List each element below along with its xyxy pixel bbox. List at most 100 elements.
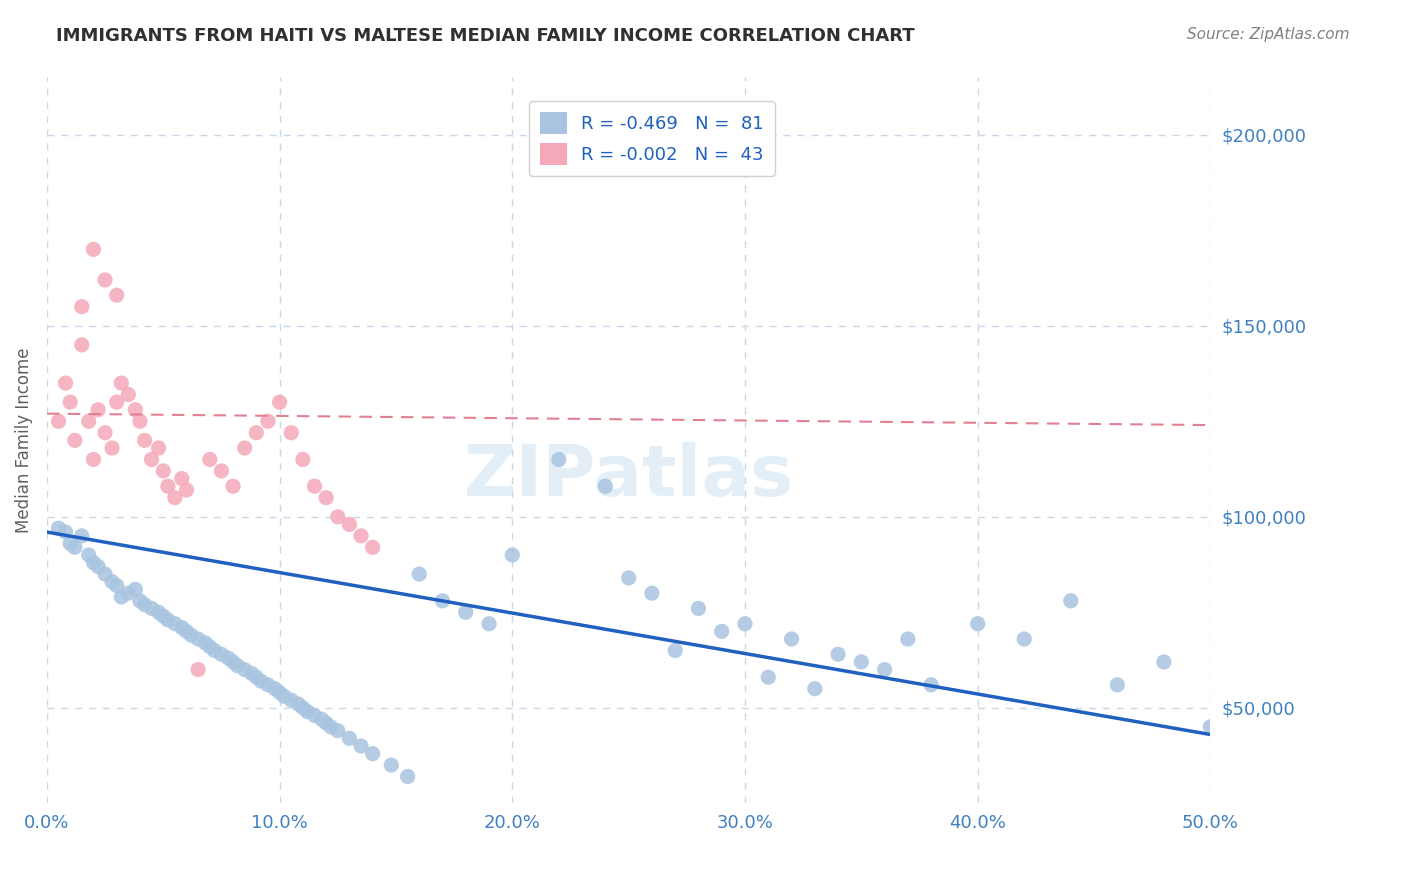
Point	[339, 517, 361, 532]
Point	[291, 700, 314, 714]
Point	[63, 434, 86, 448]
Point	[141, 452, 163, 467]
Point	[87, 402, 110, 417]
Point	[304, 708, 326, 723]
Point	[264, 681, 287, 696]
Point	[110, 376, 132, 390]
Legend: R = -0.469   N =  81, R = -0.002   N =  43: R = -0.469 N = 81, R = -0.002 N = 43	[529, 101, 775, 176]
Point	[110, 590, 132, 604]
Point	[454, 605, 477, 619]
Point	[710, 624, 733, 639]
Point	[664, 643, 686, 657]
Point	[70, 338, 93, 352]
Point	[280, 425, 302, 440]
Point	[1107, 678, 1129, 692]
Point	[152, 609, 174, 624]
Point	[257, 678, 280, 692]
Point	[361, 541, 384, 555]
Point	[350, 739, 373, 753]
Point	[77, 548, 100, 562]
Point	[124, 582, 146, 597]
Point	[180, 628, 202, 642]
Point	[315, 716, 337, 731]
Point	[198, 640, 221, 654]
Point	[156, 479, 179, 493]
Point	[117, 387, 139, 401]
Point	[339, 731, 361, 746]
Point	[250, 673, 273, 688]
Point	[101, 574, 124, 589]
Point	[233, 663, 256, 677]
Point	[94, 273, 117, 287]
Point	[897, 632, 920, 646]
Point	[59, 536, 82, 550]
Text: ZIPatlas: ZIPatlas	[464, 442, 794, 511]
Point	[70, 529, 93, 543]
Point	[48, 414, 70, 428]
Point	[129, 594, 152, 608]
Point	[55, 376, 77, 390]
Point	[209, 648, 232, 662]
Point	[222, 655, 245, 669]
Point	[287, 697, 309, 711]
Point	[82, 243, 104, 257]
Point	[163, 616, 186, 631]
Point	[280, 693, 302, 707]
Point	[641, 586, 664, 600]
Point	[501, 548, 523, 562]
Point	[194, 636, 217, 650]
Point	[380, 758, 402, 772]
Point	[204, 643, 226, 657]
Point	[297, 705, 319, 719]
Point	[432, 594, 454, 608]
Point	[547, 452, 569, 467]
Point	[873, 663, 896, 677]
Point	[226, 658, 249, 673]
Point	[269, 685, 291, 699]
Point	[101, 441, 124, 455]
Point	[105, 288, 128, 302]
Point	[124, 402, 146, 417]
Point	[688, 601, 710, 615]
Point	[156, 613, 179, 627]
Point	[134, 598, 156, 612]
Y-axis label: Median Family Income: Median Family Income	[15, 348, 32, 533]
Point	[217, 651, 239, 665]
Point	[59, 395, 82, 409]
Point	[176, 624, 198, 639]
Point	[804, 681, 827, 696]
Point	[240, 666, 263, 681]
Point	[82, 556, 104, 570]
Point	[827, 648, 849, 662]
Point	[222, 479, 245, 493]
Point	[350, 529, 373, 543]
Point	[233, 441, 256, 455]
Point	[595, 479, 617, 493]
Point	[209, 464, 232, 478]
Point	[361, 747, 384, 761]
Point	[134, 434, 156, 448]
Point	[326, 509, 349, 524]
Point	[141, 601, 163, 615]
Point	[756, 670, 779, 684]
Point	[77, 414, 100, 428]
Point	[1012, 632, 1035, 646]
Point	[966, 616, 988, 631]
Point	[198, 452, 221, 467]
Point	[851, 655, 873, 669]
Point	[163, 491, 186, 505]
Point	[152, 464, 174, 478]
Point	[245, 670, 267, 684]
Point	[319, 720, 342, 734]
Point	[1199, 720, 1222, 734]
Point	[105, 578, 128, 592]
Point	[70, 300, 93, 314]
Point	[408, 567, 430, 582]
Point	[396, 770, 419, 784]
Point	[780, 632, 803, 646]
Point	[87, 559, 110, 574]
Point	[170, 472, 193, 486]
Point	[94, 425, 117, 440]
Point	[315, 491, 337, 505]
Point	[48, 521, 70, 535]
